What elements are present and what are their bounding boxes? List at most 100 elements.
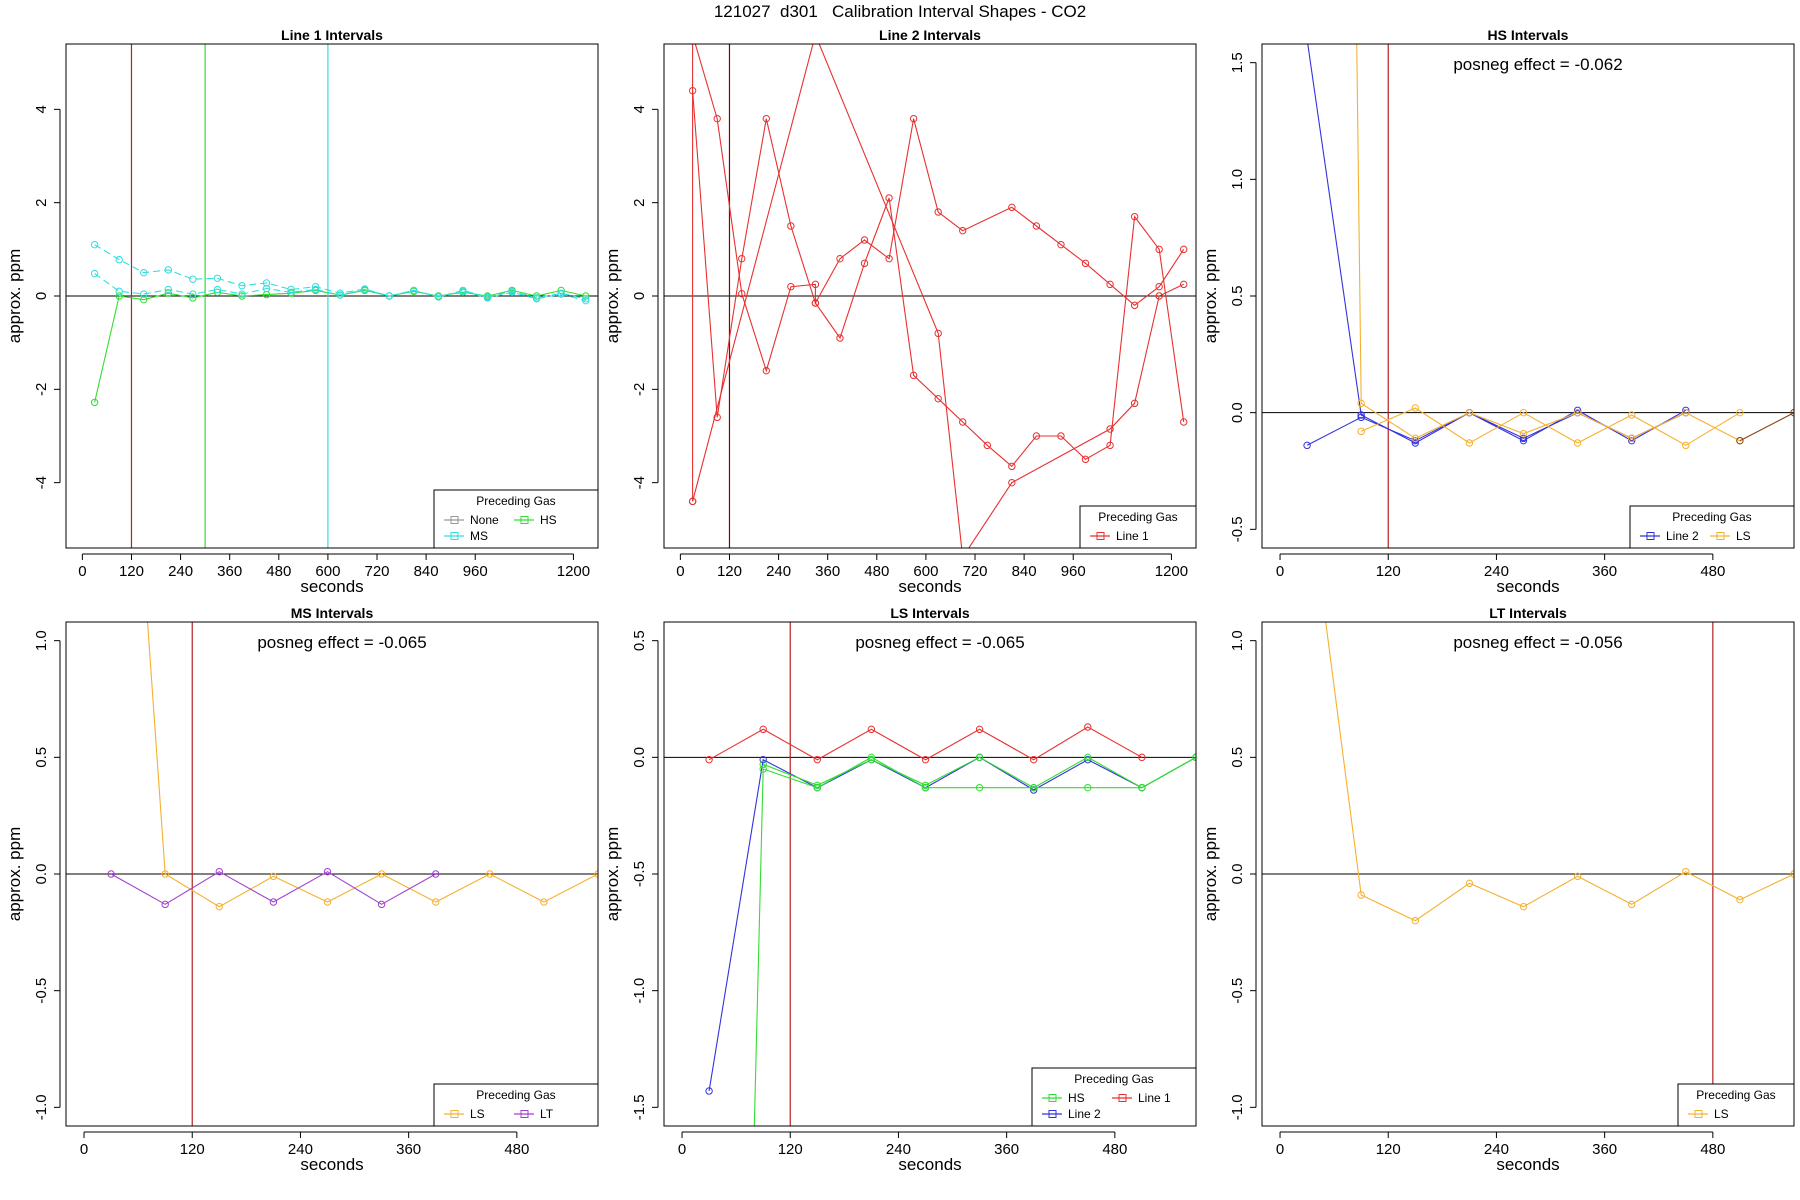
data-point [1106, 425, 1114, 433]
data-point [1627, 434, 1636, 443]
legend-entry-label: None [470, 513, 499, 527]
data-point [377, 870, 386, 878]
legend: Preceding Gas HS Line 1 Line 2 [1031, 1067, 1197, 1127]
legend-entry-label: LS [1736, 529, 1751, 543]
data-point [1008, 203, 1016, 212]
legend-marker [1118, 1094, 1127, 1102]
data-point [738, 254, 746, 263]
legend-marker [1716, 532, 1725, 540]
data-point [161, 870, 169, 878]
data-point [975, 725, 984, 734]
x-tick-label: 0 [676, 563, 684, 580]
series-line [1325, 622, 1794, 922]
x-tick-label: 480 [1700, 563, 1725, 580]
data-point [1029, 783, 1038, 792]
y-tick-label: -4 [33, 476, 50, 489]
data-point [1057, 432, 1065, 440]
x-tick-label: 240 [1484, 1141, 1509, 1158]
data-point [1357, 399, 1365, 408]
y-tick-label: 1.0 [1229, 630, 1246, 651]
data-point [1573, 872, 1582, 881]
page-title: 121027 d301 Calibration Interval Shapes … [713, 2, 1087, 21]
data-point [582, 292, 590, 300]
plot-area [66, 622, 598, 1126]
series-line [753, 756, 1196, 1126]
data-point [1353, 36, 1359, 42]
data-point [459, 286, 467, 295]
data-point [1682, 408, 1690, 417]
data-point [90, 269, 99, 278]
data-point [1357, 891, 1365, 899]
data-point [909, 371, 918, 380]
data-point [1573, 439, 1582, 447]
legend-title: Preceding Gas [476, 494, 555, 508]
panel-title: Line 2 Intervals [879, 27, 981, 43]
data-point [287, 288, 295, 296]
data-point [532, 294, 541, 302]
x-tick-label: 960 [463, 563, 488, 580]
x-tick-label: 120 [717, 563, 742, 580]
x-tick-label: 240 [886, 1141, 911, 1158]
data-point [377, 900, 386, 909]
data-point [1138, 783, 1146, 792]
data-point [269, 872, 278, 881]
x-tick-label: 480 [266, 563, 291, 580]
annotation-text: posneg effect = -0.065 [855, 633, 1024, 652]
data-point [582, 296, 590, 305]
data-point [1057, 240, 1065, 249]
x-tick-label: 0 [78, 563, 86, 580]
legend-entry-label: HS [1068, 1091, 1085, 1105]
data-point [738, 289, 746, 298]
data-point [1106, 280, 1114, 289]
data-point [1790, 870, 1794, 878]
data-point [189, 290, 197, 298]
x-tick-label: 240 [1484, 563, 1509, 580]
data-point [1180, 245, 1188, 254]
legend-box [1629, 505, 1795, 549]
data-point [1519, 902, 1528, 911]
data-point [813, 783, 821, 792]
y-tick-label: 4 [631, 105, 648, 113]
data-point [582, 295, 590, 303]
panel-5: LS Intervals 0 120 240 360 480 seconds -1.5 -1.0… [603, 605, 1197, 1174]
data-point [1138, 753, 1146, 762]
x-axis-label: seconds [300, 577, 363, 596]
legend-marker [1096, 532, 1105, 540]
y-tick-label: -1.0 [1229, 1094, 1246, 1120]
data-point [164, 266, 173, 274]
x-tick-label: 120 [180, 1141, 205, 1158]
x-tick-label: 240 [766, 563, 791, 580]
data-point [213, 285, 222, 294]
x-tick-label: 360 [1592, 563, 1617, 580]
panel-6: LT Intervals 0 120 240 360 480 seconds -1.0 -0.5… [1201, 605, 1795, 1174]
y-tick-label: 0.0 [1229, 864, 1246, 885]
plot-area [664, 44, 1196, 548]
data-point [1130, 212, 1139, 221]
data-point [1180, 418, 1188, 426]
data-point [1519, 429, 1528, 438]
series-line [708, 756, 1196, 1092]
y-tick-label: 1.5 [1229, 52, 1246, 73]
data-point [540, 898, 548, 906]
data-point [1790, 408, 1794, 417]
legend-box [433, 1083, 599, 1127]
x-tick-label: 600 [315, 563, 340, 580]
data-point [1682, 867, 1690, 876]
y-tick-label: -4 [631, 476, 648, 489]
legend-box [1031, 1067, 1197, 1127]
y-tick-label: 1.0 [33, 630, 50, 651]
legend-entry-label: LT [540, 1107, 554, 1121]
data-point [115, 255, 123, 264]
x-axis-label: seconds [898, 1155, 961, 1174]
legend-box [1079, 505, 1197, 549]
series-line [110, 871, 436, 905]
data-point [238, 292, 246, 300]
x-axis-label: seconds [1496, 1155, 1559, 1174]
data-point [759, 760, 767, 769]
data-point [336, 289, 344, 297]
x-tick-label: 120 [778, 1141, 803, 1158]
legend-marker [1048, 1110, 1057, 1118]
y-axis-label: approx. ppm [5, 249, 24, 344]
panel-title: HS Intervals [1488, 27, 1569, 43]
data-point [836, 254, 844, 263]
